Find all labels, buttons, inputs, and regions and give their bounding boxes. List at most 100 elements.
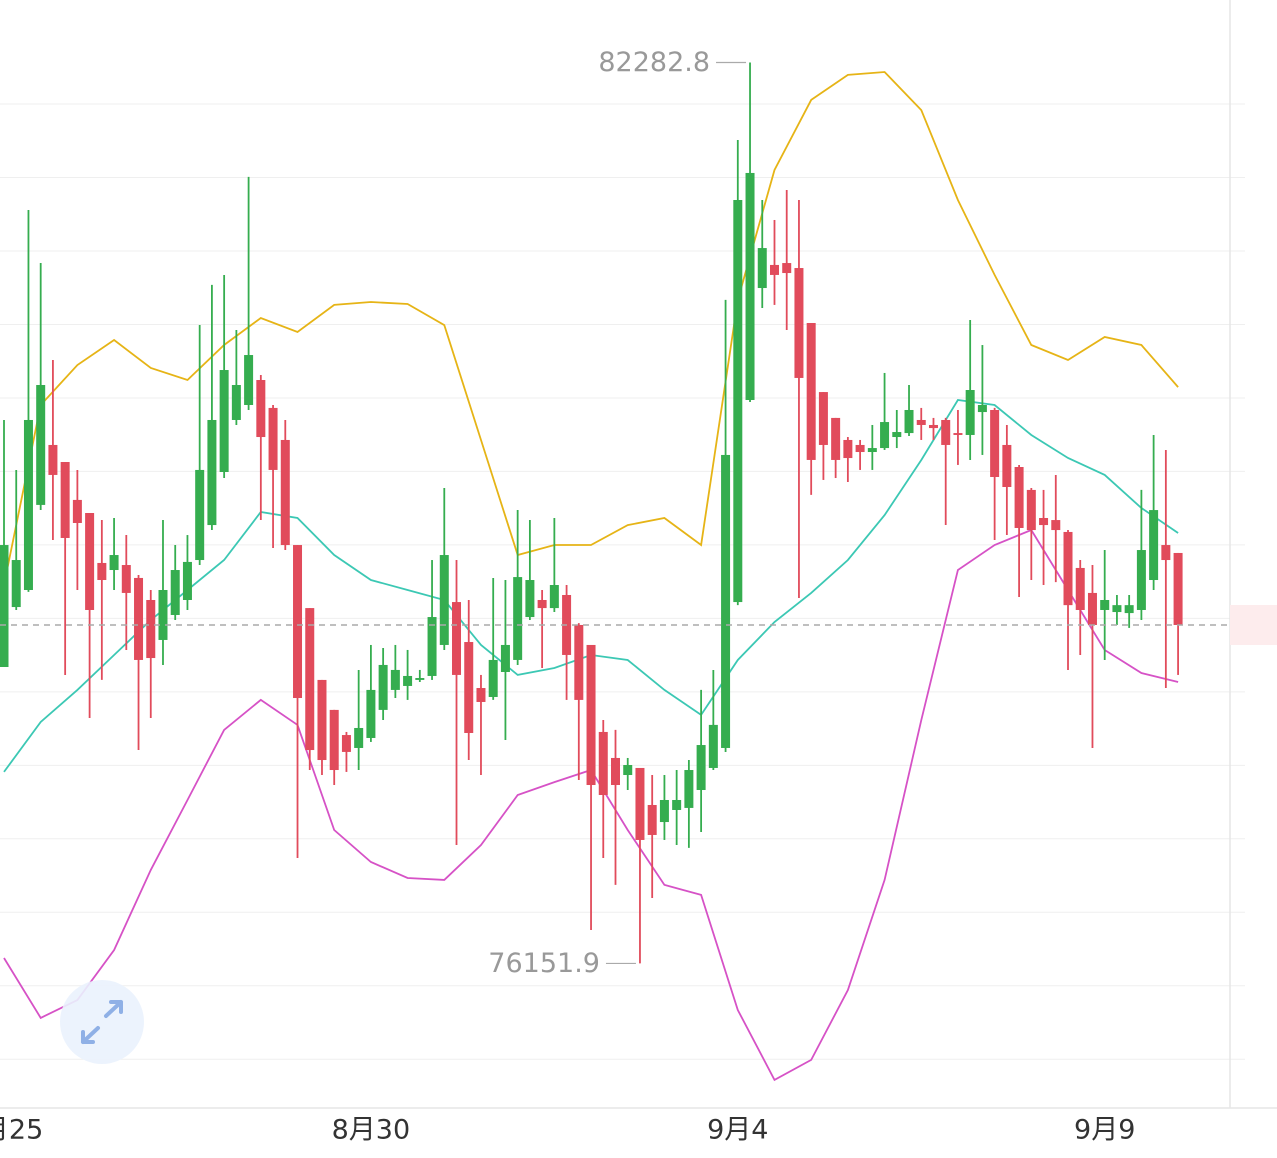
- x-tick-label: 9月9: [1074, 1115, 1135, 1146]
- candle-body: [659, 799, 669, 823]
- candle-body: [390, 669, 400, 690]
- candle-body: [146, 599, 156, 659]
- fullscreen-button[interactable]: [60, 980, 144, 1064]
- candle-body: [623, 765, 633, 776]
- candle-body: [427, 617, 437, 676]
- candle-body: [672, 799, 682, 810]
- candle-body: [72, 499, 82, 523]
- candle-body: [244, 355, 254, 405]
- band-line: [3, 71, 1179, 586]
- candle-body: [892, 432, 902, 438]
- candle-body: [158, 590, 168, 640]
- candle-body: [293, 545, 303, 699]
- candle-body: [403, 675, 413, 686]
- candle-body: [109, 555, 119, 571]
- annotation-label: 76151.9: [488, 948, 600, 979]
- candle-body: [880, 422, 890, 449]
- candle-body: [1063, 531, 1073, 606]
- candle-body: [97, 562, 107, 581]
- candle-body: [525, 580, 535, 618]
- candle-body: [1026, 489, 1036, 531]
- candle-body: [1002, 444, 1012, 487]
- candle-body: [378, 664, 388, 710]
- candle-body: [121, 565, 131, 593]
- button-bg: [60, 980, 144, 1064]
- candle-body: [745, 172, 755, 400]
- candle-body: [1014, 467, 1024, 528]
- candle-body: [586, 644, 596, 786]
- candle-body: [415, 678, 425, 680]
- candle-body: [1051, 520, 1061, 531]
- candle-body: [941, 419, 951, 445]
- candle-body: [500, 644, 510, 673]
- candle-body: [513, 577, 523, 660]
- candle-body: [1161, 545, 1171, 561]
- x-tick-label: 8月25: [0, 1115, 43, 1146]
- candle-body: [341, 735, 351, 752]
- candle-body: [867, 448, 877, 453]
- candle-body: [1173, 552, 1183, 625]
- candle-body: [170, 570, 180, 615]
- candle-body: [23, 419, 33, 591]
- candle-body: [1075, 567, 1085, 610]
- candle-body: [806, 322, 816, 460]
- candle-body: [757, 248, 767, 289]
- candle-body: [207, 419, 217, 526]
- candle-body: [366, 689, 376, 738]
- candle-body: [794, 268, 804, 378]
- candle-body: [611, 757, 620, 786]
- candle-body: [85, 513, 95, 610]
- candle-body: [452, 602, 462, 675]
- candle-body: [733, 199, 743, 603]
- candle-body: [708, 724, 718, 768]
- candle-body: [268, 407, 278, 470]
- candle-body: [1124, 605, 1134, 614]
- candle-body: [928, 424, 938, 429]
- candle-body: [904, 409, 914, 434]
- candle-body: [537, 599, 547, 609]
- candle-body: [1136, 550, 1146, 610]
- candle-body: [831, 417, 841, 460]
- candle-body: [464, 642, 474, 733]
- x-tick-label: 9月4: [707, 1115, 768, 1146]
- candle-body: [195, 469, 205, 561]
- candle-body: [231, 385, 241, 420]
- candle-body: [818, 392, 828, 445]
- candle-body: [11, 560, 21, 608]
- candle-body: [647, 804, 657, 835]
- candle-body: [684, 770, 694, 808]
- candle-body: [36, 385, 46, 505]
- candle-body: [0, 545, 9, 668]
- candle-body: [1149, 510, 1159, 581]
- candle-body: [696, 745, 706, 791]
- candle-body: [280, 439, 290, 546]
- candle-body: [953, 433, 963, 435]
- candle-body: [635, 767, 645, 840]
- candle-body: [476, 688, 486, 702]
- plot-area: 82282.8 76151.9: [0, 47, 1277, 1082]
- candle-body: [317, 679, 327, 761]
- candle-body: [256, 380, 266, 438]
- candle-body: [60, 462, 70, 538]
- candle-body: [598, 731, 608, 795]
- candle-body: [329, 709, 339, 771]
- annotation-label: 82282.8: [598, 47, 710, 78]
- price-tag: [1230, 605, 1277, 645]
- candle-body: [48, 444, 58, 475]
- candle-body: [1087, 592, 1097, 625]
- candle-body: [965, 390, 975, 435]
- candle-body: [574, 624, 584, 700]
- candle-body: [488, 659, 498, 697]
- candle-body: [439, 555, 449, 645]
- fullscreen-icon: [81, 1000, 123, 1044]
- candle-body: [977, 404, 987, 413]
- candle-body: [916, 419, 926, 425]
- candle-body: [855, 444, 865, 453]
- candle-body: [1100, 599, 1110, 610]
- candle-body: [182, 561, 192, 600]
- candle-body: [305, 608, 315, 751]
- candle-body: [990, 409, 1000, 477]
- candle-body: [354, 727, 364, 748]
